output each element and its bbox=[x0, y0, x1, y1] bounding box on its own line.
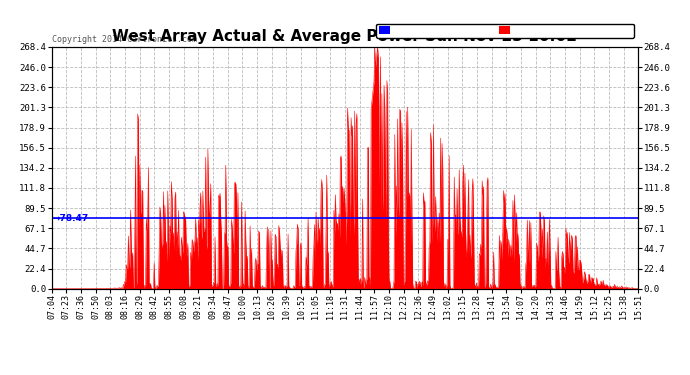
Legend: Average  (DC Watts), West Array  (DC Watts): Average (DC Watts), West Array (DC Watts… bbox=[376, 24, 633, 38]
Title: West Array Actual & Average Power Sun Nov 23 16:02: West Array Actual & Average Power Sun No… bbox=[112, 29, 578, 44]
Text: Copyright 2014 Cartronics.com: Copyright 2014 Cartronics.com bbox=[52, 36, 197, 45]
Text: →78.47: →78.47 bbox=[53, 213, 89, 222]
